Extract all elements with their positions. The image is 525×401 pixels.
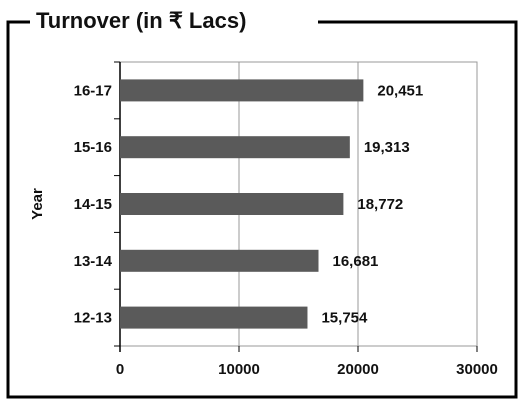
bar [120,306,308,329]
y-tick-label: 13-14 [74,253,113,270]
y-tick-label: 16-17 [74,82,112,99]
bar [120,79,364,102]
y-tick-label: 15-16 [74,139,112,156]
bar [120,249,319,272]
value-label: 18,772 [357,196,403,213]
x-tick-label: 10000 [218,361,260,378]
x-tick-label: 0 [116,361,124,378]
y-axis-label: Year [29,188,46,220]
frame-border [6,20,518,399]
value-label: 15,754 [321,310,368,327]
y-tick-label: 14-15 [74,196,112,213]
x-tick-label: 30000 [456,361,498,378]
y-tick-label: 12-13 [74,310,112,327]
bar [120,136,350,159]
value-label: 16,681 [333,253,379,270]
frame [6,20,518,399]
value-label: 19,313 [364,139,410,156]
chart-title: Turnover (in ₹ Lacs) [36,8,246,33]
x-tick-label: 20000 [337,361,379,378]
bar [120,193,344,215]
value-label: 20,451 [377,82,423,99]
